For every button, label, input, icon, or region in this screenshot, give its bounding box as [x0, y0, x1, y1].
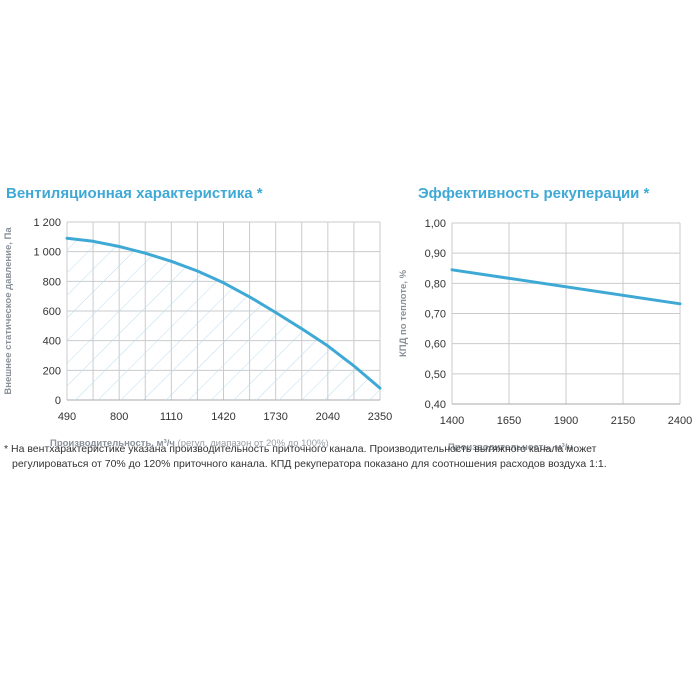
chart-title-recuperation: Эффективность рекуперации *	[418, 185, 650, 202]
y-tick-label: 0,50	[425, 369, 446, 381]
x-axis-label: Производительность, м³/ч	[448, 442, 573, 453]
series-line	[65, 236, 382, 390]
footnote-line-2: регулироваться от 70% до 120% приточного…	[12, 458, 607, 470]
x-tick-label: 1900	[554, 415, 578, 427]
x-tick-label: 490	[58, 411, 76, 423]
y-tick-label: 800	[43, 276, 61, 288]
footnote-line-1: * На вентхарактеристике указана производ…	[4, 443, 597, 455]
x-tick-label: 800	[110, 411, 128, 423]
x-tick-label: 2150	[611, 415, 635, 427]
y-tick-label: 1,00	[425, 218, 446, 230]
y-tick-label: 0,70	[425, 309, 446, 321]
x-tick-label: 2040	[316, 411, 340, 423]
chart-recuperation: 1400 1650 1900 2150 2400 0,40 0,50 0,60 0,70 0,80…	[398, 218, 692, 453]
y-tick-label: 0,60	[425, 339, 446, 351]
x-tick-label: 1730	[263, 411, 287, 423]
x-tick-label: 2400	[668, 415, 692, 427]
x-axis-label: Производительность, м³/ч (регул. диапазо…	[50, 438, 329, 449]
y-tick-label: 0,80	[425, 278, 446, 290]
y-axis-label: КПД по теплоте, %	[398, 269, 409, 357]
footnote: * На вентхарактеристике указана производ…	[4, 442, 694, 472]
x-tick-label: 1420	[211, 411, 235, 423]
y-tick-label: 0,90	[425, 248, 446, 260]
chart-ventilation: 490 800 1110 1420 1730 2040 2350 0 200 400 600 800 1…	[3, 217, 392, 449]
y-axis-label: Внешнее статическое давление, Па	[3, 227, 14, 395]
x-tick-label: 1110	[160, 411, 183, 423]
y-tick-label: 1 000	[33, 247, 61, 259]
series-line	[450, 268, 682, 306]
x-axis-label-main: Производительность, м³/ч	[448, 442, 573, 453]
x-axis-label-main: Производительность, м³/ч	[50, 438, 175, 449]
hatched-area	[67, 238, 380, 400]
y-tick-label: 0,40	[425, 399, 446, 411]
y-tick-label: 1 200	[33, 217, 61, 229]
x-tick-label: 2350	[368, 411, 392, 423]
x-tick-label: 1400	[440, 415, 464, 427]
x-tick-label: 1650	[497, 415, 521, 427]
y-tick-label: 0	[55, 395, 61, 407]
x-axis-label-note: (регул. диапазон от 20% до 100%)	[175, 438, 329, 449]
chart-title-ventilation: Вентиляционная характеристика *	[6, 185, 263, 202]
y-tick-label: 200	[43, 365, 61, 377]
y-tick-label: 600	[43, 306, 61, 318]
y-tick-label: 400	[43, 336, 61, 348]
